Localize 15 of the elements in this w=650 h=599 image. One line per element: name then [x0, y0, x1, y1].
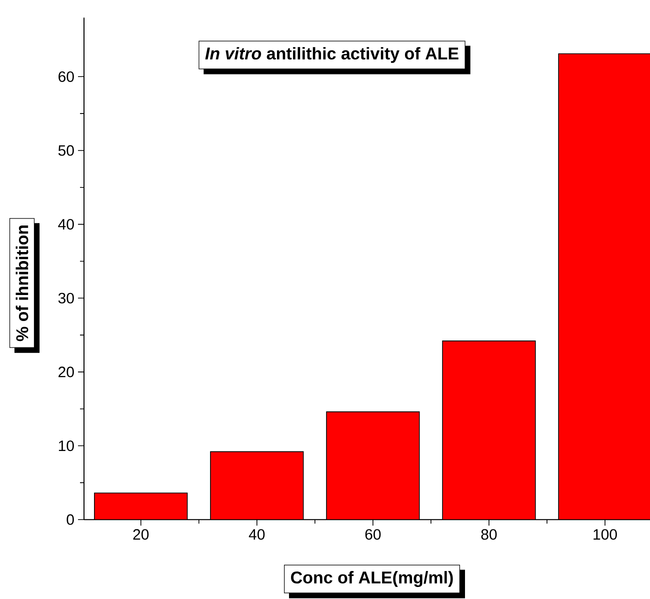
x-axis-title: Conc of ALE(mg/ml): [291, 571, 453, 587]
y-tick-label: 30: [58, 292, 74, 304]
y-tick-label: 10: [58, 440, 74, 452]
x-tick-label: 20: [133, 529, 149, 540]
y-axis-title: % of ihnibition: [16, 226, 28, 342]
x-tick-label: 60: [365, 529, 381, 540]
y-tick-label: 50: [58, 145, 74, 156]
y-tick-label: 0: [66, 514, 74, 525]
y-tick-label: 40: [58, 219, 74, 230]
y-tick-label: 20: [58, 366, 74, 378]
x-tick-label: 80: [481, 529, 497, 540]
x-tick-label: 100: [594, 529, 617, 540]
y-tick-label: 60: [58, 71, 74, 82]
text: In vitro antilithic activity of ALE: [205, 47, 458, 63]
x-tick-label: 40: [248, 529, 265, 540]
